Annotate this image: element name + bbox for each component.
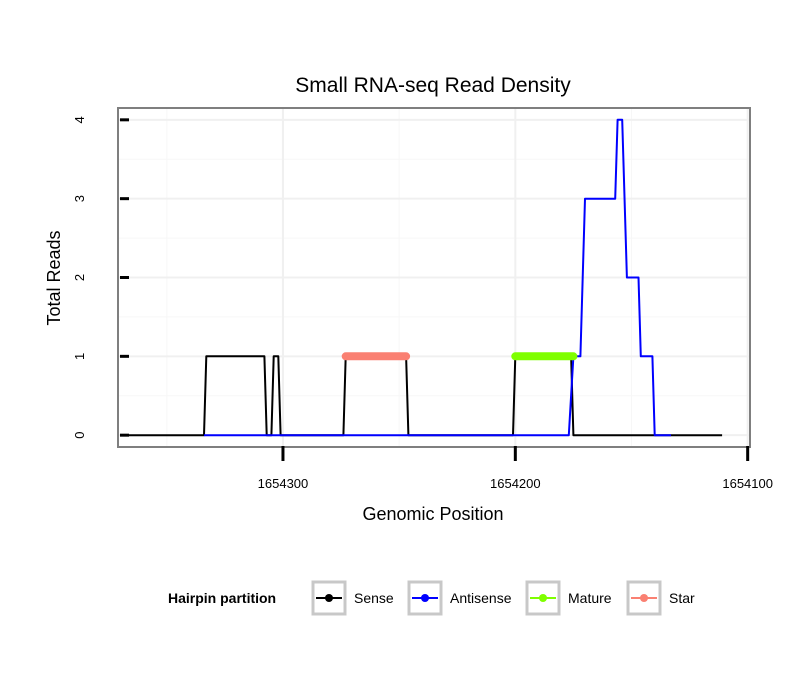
- legend-label: Antisense: [450, 590, 512, 606]
- legend-entry-mature: Mature: [525, 580, 612, 616]
- plot-axes: 0 1 2 3 4 1654300 1654200 1654100: [72, 107, 773, 491]
- legend-label: Mature: [568, 590, 612, 606]
- y-tick-label: 3: [72, 195, 87, 202]
- legend-title: Hairpin partition: [168, 590, 276, 606]
- plot-border: [117, 107, 751, 448]
- x-tick-label: 1654200: [490, 476, 541, 491]
- y-tick-label: 0: [72, 432, 87, 439]
- legend-entry-star: Star: [626, 580, 695, 616]
- legend-key-dot: [325, 594, 333, 602]
- y-axis-title: Total Reads: [44, 230, 64, 325]
- legend-key-dot: [640, 594, 648, 602]
- x-tick-label: 1654300: [258, 476, 309, 491]
- legend-label: Star: [669, 590, 695, 606]
- series-layer: [125, 118, 723, 437]
- legend-key-dot: [539, 594, 547, 602]
- y-tick-label: 2: [72, 274, 87, 281]
- legend-entry-antisense: Antisense: [407, 580, 512, 616]
- chart-title: Small RNA-seq Read Density: [295, 74, 571, 97]
- x-tick-label: 1654100: [722, 476, 773, 491]
- y-tick-label: 4: [72, 116, 87, 123]
- legend-key-dot: [421, 594, 429, 602]
- legend-label: Sense: [354, 590, 394, 606]
- legend-entry-sense: Sense: [311, 580, 394, 616]
- plot-grid: [118, 108, 750, 447]
- legend: Hairpin partition Sense Antisense Mature St…: [168, 580, 695, 616]
- x-axis-title: Genomic Position: [362, 504, 503, 524]
- y-tick-label: 1: [72, 353, 87, 360]
